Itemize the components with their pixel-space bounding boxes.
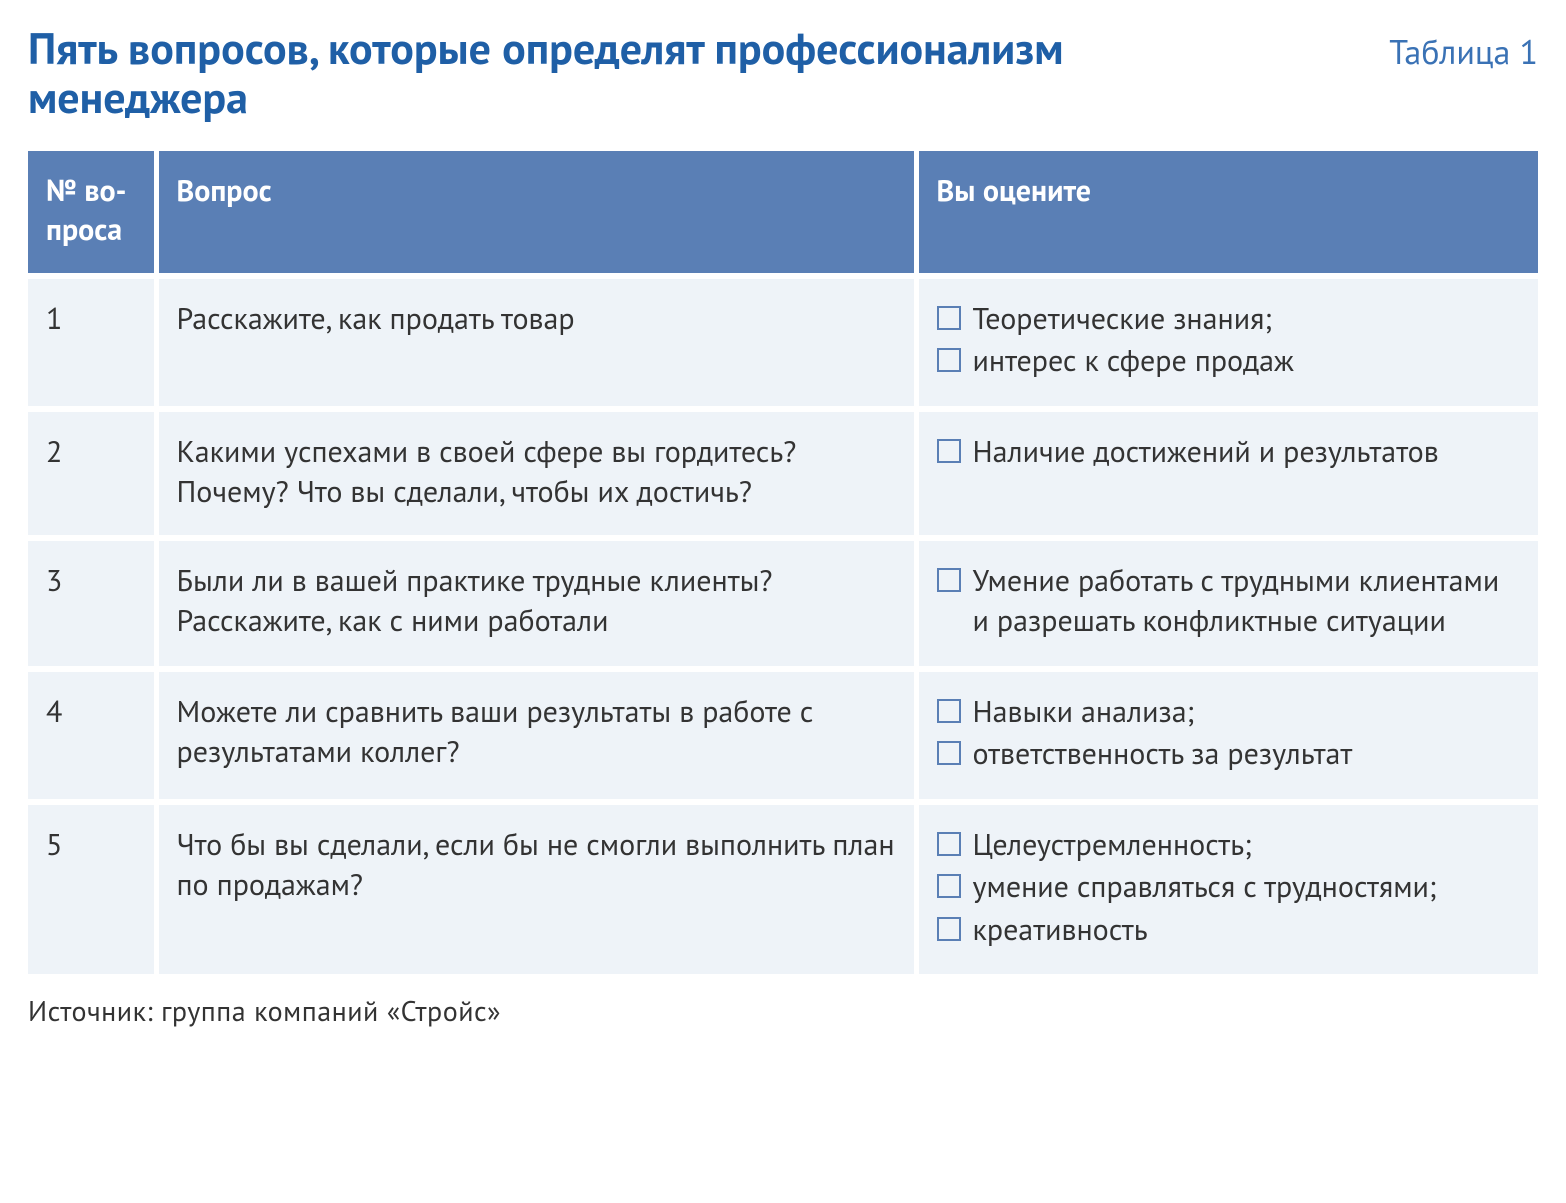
checkbox-icon: [937, 699, 961, 723]
checklist: Теоретические знания;интерес к сфере про…: [937, 299, 1521, 382]
cell-number: 3: [28, 538, 156, 669]
checklist: Умение работать с трудными клиентами и р…: [937, 561, 1521, 642]
col-header-evaluate: Вы оцените: [916, 151, 1538, 276]
table-row: 1Расскажите, как продать товар Теоретичес…: [28, 276, 1538, 409]
checklist-item: Умение работать с трудными клиентами и р…: [937, 561, 1521, 642]
cell-question: Расскажите, как продать товар: [156, 276, 916, 409]
cell-number: 2: [28, 409, 156, 538]
checklist: Наличие достижений и результатов: [937, 432, 1521, 473]
page: Пять вопросов, которые определят професс…: [0, 0, 1566, 1061]
table-row: 2Какими успехами в своей сфере вы гордит…: [28, 409, 1538, 538]
header-row: Пять вопросов, которые определят професс…: [28, 24, 1538, 123]
checklist-item: Целеустремленность;: [937, 825, 1521, 866]
checklist-item: Наличие достижений и результатов: [937, 432, 1521, 473]
checkbox-icon: [937, 348, 961, 372]
page-title: Пять вопросов, которые определят професс…: [28, 24, 1108, 123]
checklist-item-text: креативность: [973, 910, 1521, 951]
cell-number: 1: [28, 276, 156, 409]
table-body: 1Расскажите, как продать товар Теоретичес…: [28, 276, 1538, 975]
cell-question: Были ли в вашей практике трудные клиенты…: [156, 538, 916, 669]
checklist-item-text: умение справляться с трудно­стями;: [973, 867, 1521, 908]
checkbox-icon: [937, 874, 961, 898]
questions-table: № во­проса Вопрос Вы оцените 1Расскажите…: [28, 151, 1538, 975]
table-row: 4Можете ли сравнить ваши результа­ты в р…: [28, 669, 1538, 802]
table-row: 5Что бы вы сделали, если бы не смог­ли в…: [28, 802, 1538, 975]
cell-number: 4: [28, 669, 156, 802]
checklist-item: креативность: [937, 910, 1521, 951]
checklist-item-text: ответственность за результат: [973, 734, 1521, 775]
checkbox-icon: [937, 917, 961, 941]
cell-number: 5: [28, 802, 156, 975]
table-header-row: № во­проса Вопрос Вы оцените: [28, 151, 1538, 276]
checklist-item-text: Навыки анализа;: [973, 692, 1521, 733]
table-number-label: Таблица 1: [1389, 24, 1538, 74]
cell-question: Можете ли сравнить ваши результа­ты в ра…: [156, 669, 916, 802]
checklist-item: ответственность за результат: [937, 734, 1521, 775]
checklist-item-text: интерес к сфере продаж: [973, 341, 1521, 382]
cell-evaluate: Теоретические знания;интерес к сфере про…: [916, 276, 1538, 409]
checklist: Навыки анализа;ответственность за резуль…: [937, 692, 1521, 775]
cell-evaluate: Целеустремленность;умение справляться с …: [916, 802, 1538, 975]
cell-evaluate: Наличие достижений и результатов: [916, 409, 1538, 538]
checklist-item: Навыки анализа;: [937, 692, 1521, 733]
checklist-item-text: Наличие достижений и результатов: [973, 432, 1521, 473]
col-header-number: № во­проса: [28, 151, 156, 276]
source-line: Источник: группа компаний «Стройс»: [28, 992, 1538, 1029]
col-header-question: Вопрос: [156, 151, 916, 276]
checkbox-icon: [937, 568, 961, 592]
cell-question: Что бы вы сделали, если бы не смог­ли вы…: [156, 802, 916, 975]
cell-question: Какими успехами в своей сфере вы гордите…: [156, 409, 916, 538]
checklist-item-text: Умение работать с трудными клиентами и р…: [973, 561, 1521, 642]
checkbox-icon: [937, 439, 961, 463]
checkbox-icon: [937, 832, 961, 856]
checklist-item: Теоретические знания;: [937, 299, 1521, 340]
checklist-item-text: Целеустремленность;: [973, 825, 1521, 866]
table-row: 3Были ли в вашей практике трудные клиент…: [28, 538, 1538, 669]
checkbox-icon: [937, 741, 961, 765]
checklist-item: интерес к сфере продаж: [937, 341, 1521, 382]
cell-evaluate: Навыки анализа;ответственность за резуль…: [916, 669, 1538, 802]
checklist-item-text: Теоретические знания;: [973, 299, 1521, 340]
checklist-item: умение справляться с трудно­стями;: [937, 867, 1521, 908]
cell-evaluate: Умение работать с трудными клиентами и р…: [916, 538, 1538, 669]
checkbox-icon: [937, 306, 961, 330]
checklist: Целеустремленность;умение справляться с …: [937, 825, 1521, 951]
